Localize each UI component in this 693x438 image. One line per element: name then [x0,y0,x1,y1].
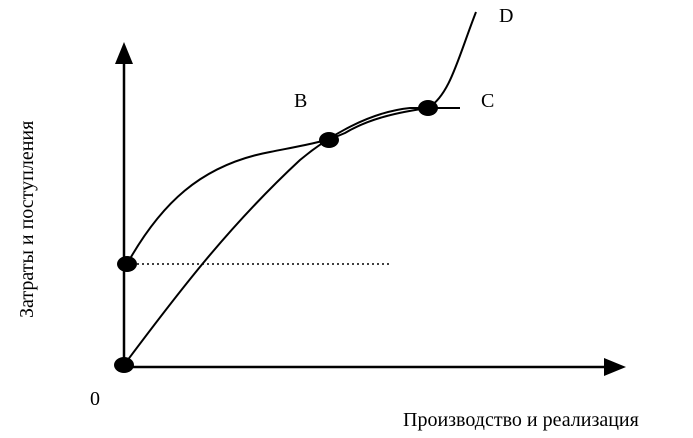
cost-curve [126,11,477,265]
point-d-label: D [499,5,513,27]
origin-label: 0 [90,388,100,410]
y-axis-label: Затраты и поступления [16,121,38,318]
x-axis-arrow-icon [604,358,626,376]
y-axis-arrow-icon [115,42,133,64]
fixed-cost-point [117,256,137,272]
x-axis-label: Производство и реализация [403,409,639,431]
revenue-curve [123,107,460,366]
point-c-marker [418,100,438,116]
origin-point [114,357,134,373]
point-b-label: B [294,90,307,112]
point-b-marker [319,132,339,148]
point-c-label: C [481,90,494,112]
